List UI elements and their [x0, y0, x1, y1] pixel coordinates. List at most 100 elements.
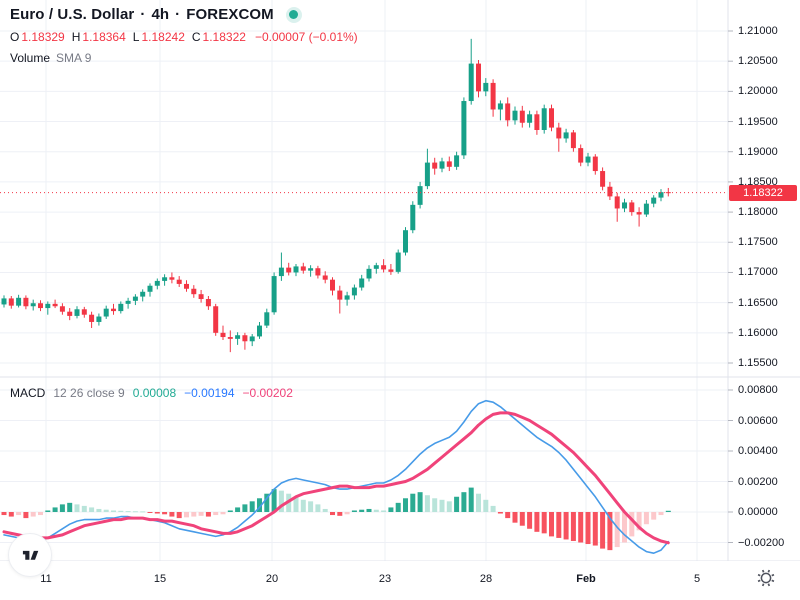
candle-body: [497, 103, 503, 110]
macd-histogram-bar: [519, 512, 525, 526]
time-axis[interactable]: 11 15 20 23 28 Feb 5: [0, 561, 800, 600]
tradingview-logo-icon: [22, 550, 39, 560]
volume-params: SMA 9: [56, 51, 92, 65]
axis-price-label: 1.17500: [738, 236, 778, 249]
price-axis[interactable]: 1.18322 1.21000 1.20500 1.20000 1.19500 1.19…: [728, 0, 800, 561]
candle-body: [38, 303, 43, 309]
macd-histogram-bar: [147, 512, 153, 513]
macd-histogram-bar: [490, 505, 496, 512]
candle-body: [169, 277, 175, 280]
macd-histogram-bar: [351, 510, 357, 512]
symbol-title[interactable]: Euro / U.S. Dollar · 4h · FOREXCOM: [10, 6, 358, 23]
tradingview-logo[interactable]: [8, 533, 52, 577]
candle-body: [512, 110, 518, 121]
interval-label[interactable]: 4h: [151, 6, 170, 23]
candle-body: [96, 316, 102, 322]
symbol-name[interactable]: Euro / U.S. Dollar: [10, 6, 135, 23]
macd-histogram-bar: [300, 499, 306, 512]
candle-body: [432, 162, 438, 169]
candle-body: [600, 171, 606, 187]
axis-time-label: Feb: [576, 573, 596, 585]
candle-body: [213, 306, 219, 333]
macd-histogram-bar: [235, 507, 241, 512]
candle-body: [614, 196, 620, 209]
candle-body: [563, 132, 569, 139]
candle-body: [249, 336, 255, 342]
macd-histogram-bar: [585, 512, 591, 545]
candle-body: [154, 280, 160, 286]
macd-histogram-bar: [658, 512, 664, 516]
macd-histogram-bar: [140, 511, 146, 513]
macd-histogram-bar: [512, 512, 518, 523]
macd-histogram-bar: [417, 492, 423, 512]
market-status-icon[interactable]: [285, 6, 302, 23]
low-value: L 1.18242: [132, 30, 185, 44]
macd-histogram-bar: [322, 508, 328, 512]
candle-body: [235, 335, 241, 339]
ohlc-readout: O 1.18329 H 1.18364 L 1.18242 C 1.18322 −0.0…: [10, 30, 358, 44]
candle-body: [622, 202, 627, 209]
macd-histogram-bar: [636, 512, 642, 531]
axis-time-label: 23: [378, 573, 392, 585]
axis-price-label: 0.00200: [738, 475, 778, 488]
macd-histogram-bar: [337, 512, 343, 516]
macd-histogram-bar: [665, 510, 671, 512]
macd-histogram-bar: [176, 512, 182, 519]
macd-histogram-bar: [191, 512, 197, 517]
candle-body: [534, 114, 540, 130]
candle-body: [89, 314, 95, 322]
axis-price-label: 1.16000: [738, 326, 778, 339]
candle-body: [446, 161, 452, 167]
volume-legend[interactable]: Volume SMA 9: [10, 51, 358, 65]
candle-body: [118, 303, 124, 312]
candle-body: [490, 82, 496, 110]
macd-histogram-bar: [271, 489, 277, 512]
axis-price-label: 1.20500: [738, 55, 778, 68]
axis-price-label: 0.00000: [738, 506, 778, 518]
macd-histogram-bar: [410, 493, 416, 512]
macd-histogram-bar: [213, 512, 219, 516]
macd-histogram-bar: [81, 505, 87, 512]
macd-histogram-bar: [227, 510, 233, 512]
candle-body: [132, 296, 138, 301]
candle-body: [578, 148, 584, 163]
macd-histogram-bar: [483, 499, 489, 512]
exchange-label[interactable]: FOREXCOM: [186, 6, 274, 23]
candle-body: [74, 309, 80, 316]
macd-histogram-bar: [439, 499, 445, 512]
candle-body: [454, 155, 460, 167]
macd-histogram-bar: [162, 512, 168, 515]
macd-legend[interactable]: MACD 12 26 close 9 0.00008 −0.00194 −0.0…: [10, 386, 293, 400]
candle-body: [140, 291, 146, 297]
macd-histogram-bar: [468, 487, 474, 512]
market-open-dot-icon: [289, 10, 299, 19]
candle-body: [476, 63, 481, 92]
candle-body: [81, 309, 87, 315]
candle-body: [592, 156, 598, 172]
candle-body: [191, 288, 197, 295]
axis-price-label: 1.20000: [738, 85, 778, 98]
candle-body: [227, 337, 233, 339]
candle-body: [651, 197, 657, 204]
macd-histogram-bar: [315, 504, 321, 512]
candle-body: [111, 308, 116, 312]
macd-histogram-bar: [169, 512, 175, 517]
candle-body: [322, 275, 328, 280]
macd-histogram-bar: [461, 492, 467, 512]
candle-body: [417, 186, 423, 205]
macd-histogram-bar: [220, 512, 226, 515]
candle-body: [403, 230, 408, 253]
macd-histogram-bar: [344, 512, 350, 515]
open-value: O 1.18329: [10, 30, 65, 44]
settings-button[interactable]: [754, 566, 778, 590]
macd-histogram-bar: [570, 512, 576, 541]
axis-time-label: 5: [693, 573, 701, 585]
macd-histogram-bar: [395, 502, 401, 512]
candle-body: [242, 335, 248, 342]
candle-body: [30, 303, 36, 307]
macd-signal-value: −0.00202: [242, 386, 293, 400]
macd-histogram-bar: [651, 512, 657, 520]
candle-body: [381, 265, 387, 270]
